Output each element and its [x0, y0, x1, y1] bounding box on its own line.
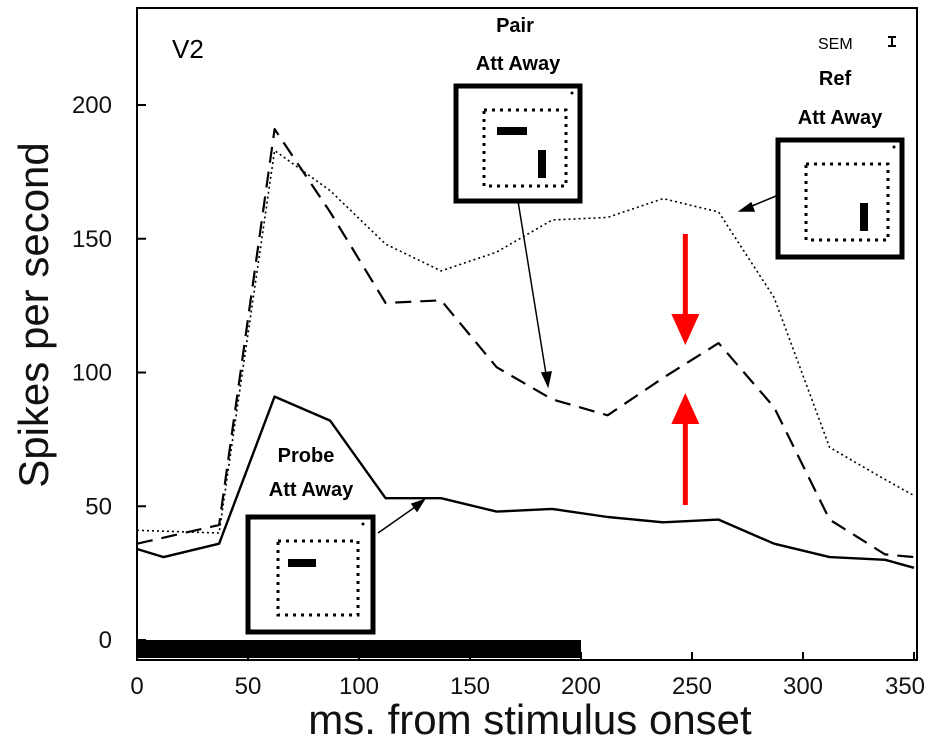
x-axis-title: ms. from stimulus onset	[308, 696, 752, 743]
ref-inset-icon	[775, 137, 905, 260]
sem-error-bar-icon	[888, 36, 896, 47]
axis-ticks: 0 50 100 150 200 0 50 100 150 200 250 300 350	[72, 92, 925, 700]
y-tick-label: 50	[85, 493, 112, 520]
plot-frame	[136, 7, 918, 661]
probe-inset-icon	[245, 514, 376, 635]
x-tick-label: 50	[235, 673, 262, 700]
highlight-arrowhead-down	[671, 314, 700, 345]
ref-annotation-line1: Ref	[819, 68, 852, 90]
y-axis-title: Spikes per second	[10, 142, 57, 488]
series-lines	[136, 128, 915, 569]
y-tick-label: 0	[99, 627, 112, 654]
highlight-arrows	[671, 234, 700, 505]
x-tick-label: 100	[339, 673, 379, 700]
x-tick-label: 350	[885, 673, 925, 700]
highlight-arrowhead-up	[671, 393, 700, 424]
x-tick-label: 150	[450, 673, 490, 700]
sem-label: SEM	[818, 36, 853, 53]
x-tick-label: 250	[672, 673, 712, 700]
annotation-pointers	[377, 195, 777, 534]
series-line-solid	[136, 395, 915, 569]
x-tick-label: 300	[783, 673, 823, 700]
panel-label: V2	[172, 34, 204, 64]
probe-annotation-line2: Att Away	[269, 479, 354, 501]
series-line-dashed	[136, 128, 915, 559]
y-tick-label: 200	[72, 92, 112, 119]
ref-annotation-line2: Att Away	[798, 107, 883, 129]
x-tick-label: 200	[561, 673, 601, 700]
pair-annotation-line2: Att Away	[476, 53, 561, 75]
y-tick-label: 100	[72, 360, 112, 387]
pair-annotation-line1: Pair	[496, 15, 534, 37]
y-tick-label: 150	[72, 226, 112, 253]
x-tick-label: 0	[130, 673, 143, 700]
probe-annotation-line1: Probe	[278, 445, 335, 467]
series-line-dotted	[136, 149, 915, 534]
pair-inset-icon	[453, 83, 583, 204]
